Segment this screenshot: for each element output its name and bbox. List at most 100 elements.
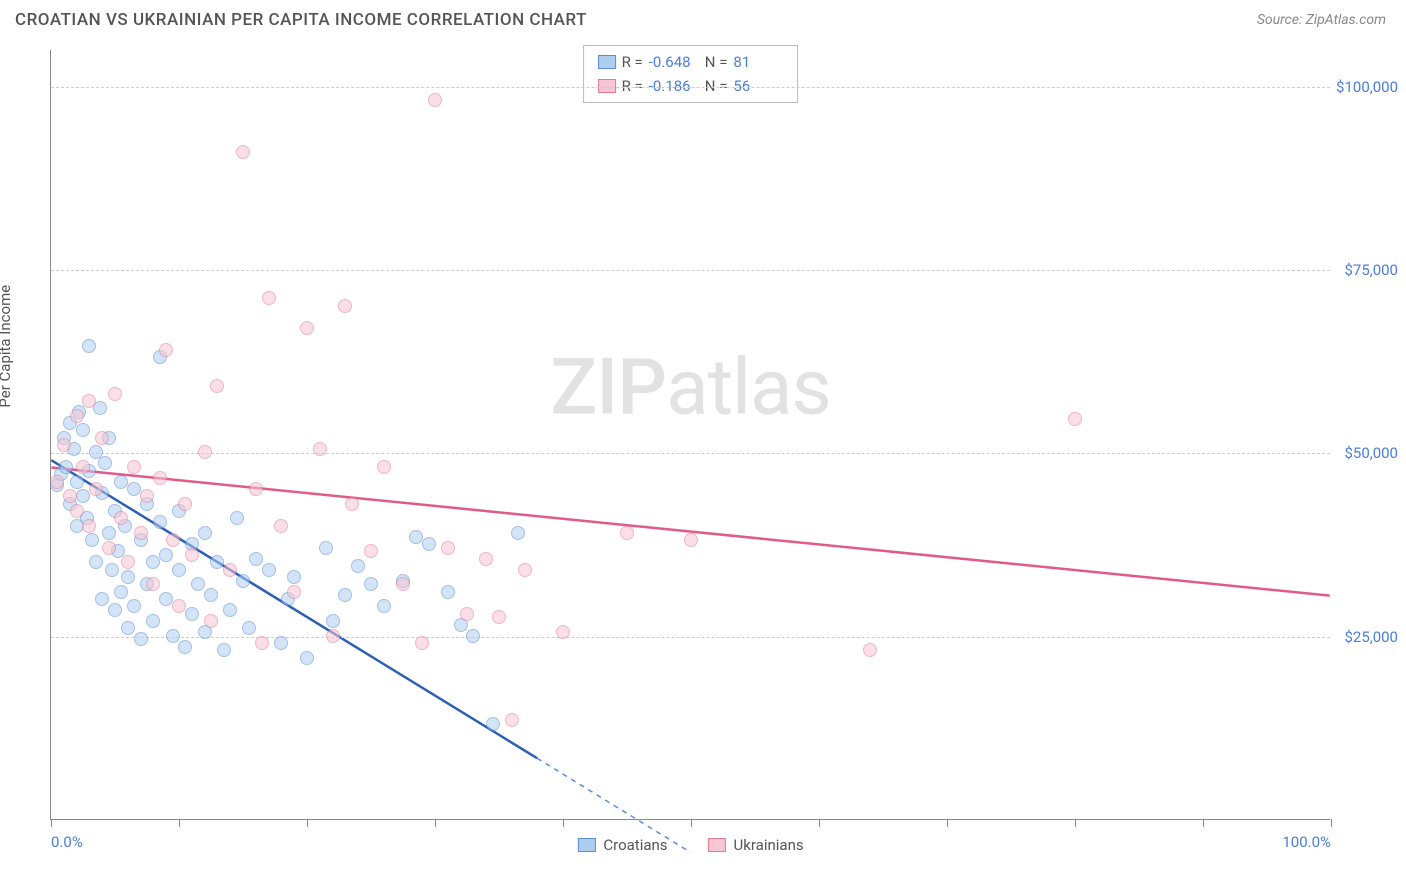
y-tick-label: $25,000 xyxy=(1344,628,1398,646)
data-point xyxy=(102,526,116,540)
gridline xyxy=(51,270,1330,271)
data-point xyxy=(620,526,634,540)
data-point xyxy=(441,585,455,599)
y-tick-label: $100,000 xyxy=(1336,78,1398,96)
data-point xyxy=(153,471,167,485)
data-point xyxy=(85,533,99,547)
chart-title: CROATIAN VS UKRAINIAN PER CAPITA INCOME … xyxy=(15,10,587,30)
x-tick xyxy=(1075,819,1076,827)
data-point xyxy=(89,482,103,496)
data-point xyxy=(287,570,301,584)
legend-swatch xyxy=(708,838,726,852)
data-point xyxy=(326,629,340,643)
data-point xyxy=(249,482,263,496)
data-point xyxy=(172,599,186,613)
data-point xyxy=(82,394,96,408)
data-point xyxy=(223,603,237,617)
data-point xyxy=(422,537,436,551)
data-point xyxy=(460,607,474,621)
data-point xyxy=(70,504,84,518)
data-point xyxy=(76,423,90,437)
data-point xyxy=(146,614,160,628)
source-label: Source: ZipAtlas.com xyxy=(1257,12,1386,28)
x-tick xyxy=(1203,819,1204,827)
data-point xyxy=(338,588,352,602)
y-tick-label: $50,000 xyxy=(1344,444,1398,462)
watermark: ZIPatlas xyxy=(550,343,831,434)
data-point xyxy=(153,515,167,529)
x-tick xyxy=(179,819,180,827)
data-point xyxy=(287,585,301,599)
data-point xyxy=(159,343,173,357)
data-point xyxy=(313,442,327,456)
data-point xyxy=(70,409,84,423)
data-point xyxy=(50,475,64,489)
gridline xyxy=(51,453,1330,454)
data-point xyxy=(377,599,391,613)
x-tick xyxy=(1331,819,1332,827)
data-point xyxy=(300,321,314,335)
data-point xyxy=(377,460,391,474)
data-point xyxy=(300,651,314,665)
data-point xyxy=(511,526,525,540)
data-point xyxy=(204,614,218,628)
data-point xyxy=(217,643,231,657)
data-point xyxy=(255,636,269,650)
data-point xyxy=(274,519,288,533)
data-point xyxy=(70,475,84,489)
plot-area: ZIPatlas R =-0.648N =81R =-0.186N =56 Cr… xyxy=(50,50,1330,820)
data-point xyxy=(396,577,410,591)
data-point xyxy=(82,339,96,353)
data-point xyxy=(178,640,192,654)
data-point xyxy=(486,717,500,731)
data-point xyxy=(82,519,96,533)
data-point xyxy=(121,555,135,569)
data-point xyxy=(185,548,199,562)
data-point xyxy=(63,489,77,503)
legend-label: Ukrainians xyxy=(734,836,804,854)
data-point xyxy=(95,592,109,606)
gridline xyxy=(51,637,1330,638)
x-tick-label: 0.0% xyxy=(51,833,83,851)
data-point xyxy=(185,607,199,621)
stats-row: R =-0.648N =81 xyxy=(598,50,784,74)
x-tick-label: 100.0% xyxy=(1282,833,1331,851)
x-tick xyxy=(51,819,52,827)
data-point xyxy=(210,379,224,393)
data-point xyxy=(262,291,276,305)
data-point xyxy=(556,625,570,639)
data-point xyxy=(127,599,141,613)
x-tick xyxy=(563,819,564,827)
data-point xyxy=(1068,412,1082,426)
data-point xyxy=(364,544,378,558)
legend-swatch xyxy=(598,55,616,69)
data-point xyxy=(236,574,250,588)
data-point xyxy=(204,588,218,602)
data-point xyxy=(127,482,141,496)
data-point xyxy=(242,621,256,635)
data-point xyxy=(108,387,122,401)
x-tick xyxy=(947,819,948,827)
data-point xyxy=(102,541,116,555)
x-tick xyxy=(307,819,308,827)
data-point xyxy=(863,643,877,657)
data-point xyxy=(178,497,192,511)
data-point xyxy=(114,475,128,489)
stats-legend: R =-0.648N =81R =-0.186N =56 xyxy=(583,45,799,103)
data-point xyxy=(114,585,128,599)
data-point xyxy=(140,489,154,503)
data-point xyxy=(230,511,244,525)
data-point xyxy=(198,445,212,459)
data-point xyxy=(364,577,378,591)
data-point xyxy=(351,559,365,573)
data-point xyxy=(127,460,141,474)
series-legend: CroatiansUkrainians xyxy=(577,836,803,854)
data-point xyxy=(105,563,119,577)
data-point xyxy=(326,614,340,628)
legend-item: Ukrainians xyxy=(708,836,804,854)
y-tick-label: $75,000 xyxy=(1344,261,1398,279)
data-point xyxy=(146,555,160,569)
x-tick xyxy=(435,819,436,827)
data-point xyxy=(134,526,148,540)
data-point xyxy=(146,577,160,591)
